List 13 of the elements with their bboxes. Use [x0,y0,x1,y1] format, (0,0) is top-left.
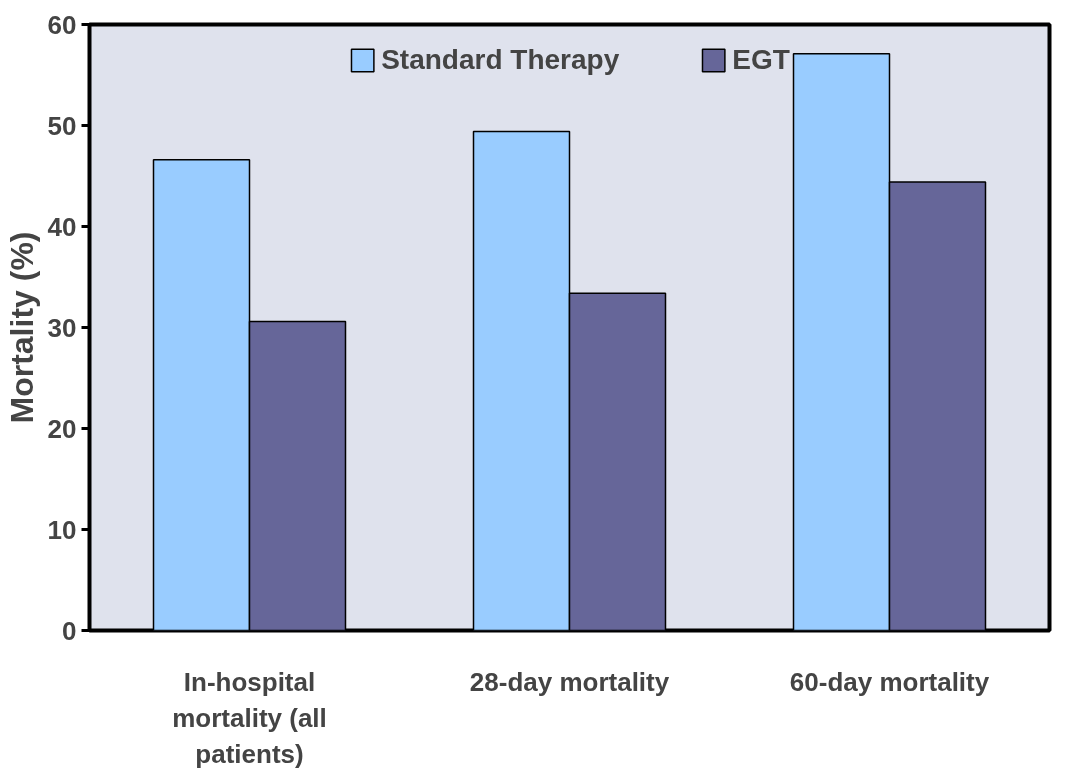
y-tick-label: 0 [62,615,77,646]
y-tick-label: 30 [47,312,77,343]
y-tick-label: 60 [47,9,77,40]
x-tick-label: 28-day mortality [469,666,670,697]
y-tick-label: 20 [47,413,77,444]
x-tick-label: 60-day mortality [789,666,990,697]
legend-label: EGT [732,44,790,76]
y-tick-label: 10 [47,514,77,545]
x-tick-label: In-hospital mortality (all patients) [172,666,327,769]
legend-label: Standard Therapy [381,44,620,76]
y-axis-title: Mortality (%) [3,231,40,424]
y-tick-label: 40 [47,211,77,242]
y-tick-label: 50 [47,110,77,141]
